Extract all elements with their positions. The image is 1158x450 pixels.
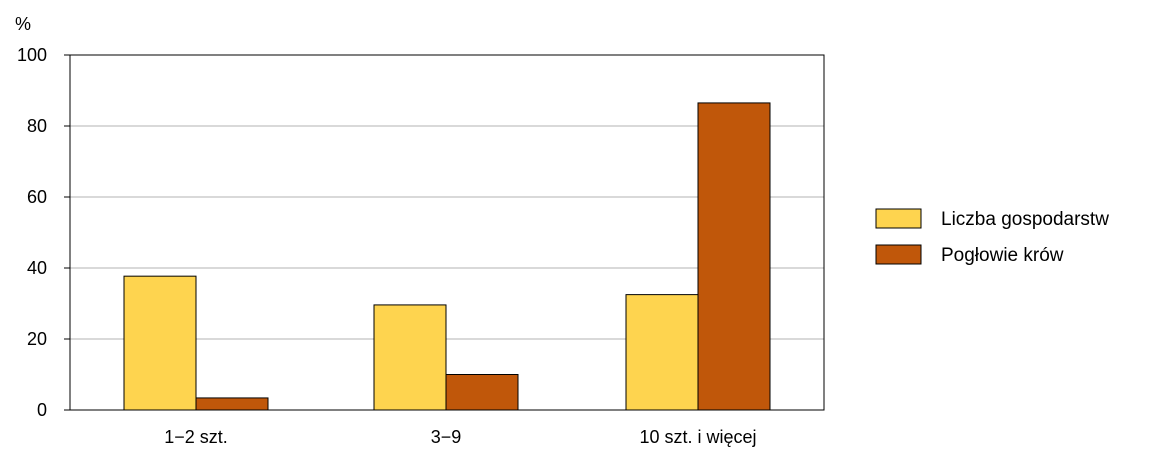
bar xyxy=(373,304,447,411)
bar xyxy=(697,102,771,411)
x-category-label: 3−9 xyxy=(431,427,462,447)
bar xyxy=(625,294,699,411)
y-tick-label: 0 xyxy=(37,400,47,420)
y-tick-label: 100 xyxy=(17,45,47,65)
y-tick-label: 20 xyxy=(27,329,47,349)
legend-label: Pogłowie krów xyxy=(941,245,1064,266)
y-axis-unit: % xyxy=(15,14,31,34)
legend-swatch xyxy=(875,244,922,265)
legend-label: Liczba gospodarstw xyxy=(941,209,1109,230)
x-category-label: 1−2 szt. xyxy=(164,427,228,447)
bar xyxy=(445,374,519,411)
y-tick-label: 40 xyxy=(27,258,47,278)
legend-swatch xyxy=(875,208,922,229)
legend: Liczba gospodarstw Pogłowie krów xyxy=(875,208,1109,266)
y-tick-label: 60 xyxy=(27,187,47,207)
bars xyxy=(123,102,771,411)
plot-frame xyxy=(69,54,825,411)
y-tick-label: 80 xyxy=(27,116,47,136)
bar xyxy=(123,275,197,411)
y-axis-ticks: 0 20 40 60 80 100 xyxy=(17,45,70,420)
x-category-label: 10 szt. i więcej xyxy=(639,427,756,447)
bar xyxy=(195,397,269,411)
x-axis-labels: 1−2 szt. 3−9 10 szt. i więcej xyxy=(164,427,756,447)
